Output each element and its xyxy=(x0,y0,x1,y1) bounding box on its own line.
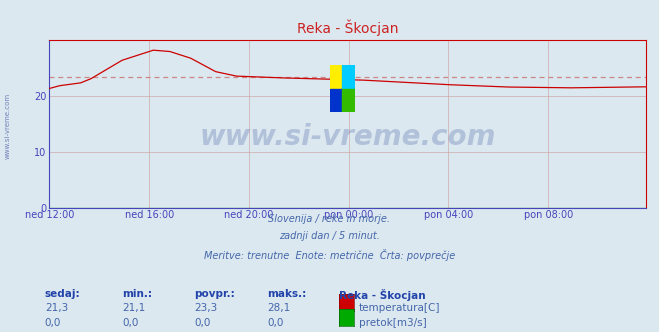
Text: 21,3: 21,3 xyxy=(45,303,68,313)
Text: min.:: min.: xyxy=(122,289,152,299)
Text: povpr.:: povpr.: xyxy=(194,289,235,299)
Text: zadnji dan / 5 minut.: zadnji dan / 5 minut. xyxy=(279,231,380,241)
Text: www.si-vreme.com: www.si-vreme.com xyxy=(5,93,11,159)
Bar xyxy=(342,89,355,112)
Text: 23,3: 23,3 xyxy=(194,303,217,313)
Text: 0,0: 0,0 xyxy=(267,318,283,328)
Text: maks.:: maks.: xyxy=(267,289,306,299)
Text: 0,0: 0,0 xyxy=(194,318,211,328)
Text: Slovenija / reke in morje.: Slovenija / reke in morje. xyxy=(268,214,391,224)
Text: pretok[m3/s]: pretok[m3/s] xyxy=(359,318,427,328)
Bar xyxy=(330,89,342,112)
Text: 0,0: 0,0 xyxy=(122,318,138,328)
Text: sedaj:: sedaj: xyxy=(45,289,80,299)
Bar xyxy=(330,65,342,89)
Bar xyxy=(342,65,355,89)
Text: 0,0: 0,0 xyxy=(45,318,61,328)
Text: Reka - Škocjan: Reka - Škocjan xyxy=(339,289,426,301)
Text: temperatura[C]: temperatura[C] xyxy=(359,303,441,313)
Text: www.si-vreme.com: www.si-vreme.com xyxy=(200,123,496,151)
Title: Reka - Škocjan: Reka - Škocjan xyxy=(297,19,399,36)
Text: Meritve: trenutne  Enote: metrične  Črta: povprečje: Meritve: trenutne Enote: metrične Črta: … xyxy=(204,249,455,261)
Text: 28,1: 28,1 xyxy=(267,303,290,313)
Text: 21,1: 21,1 xyxy=(122,303,145,313)
